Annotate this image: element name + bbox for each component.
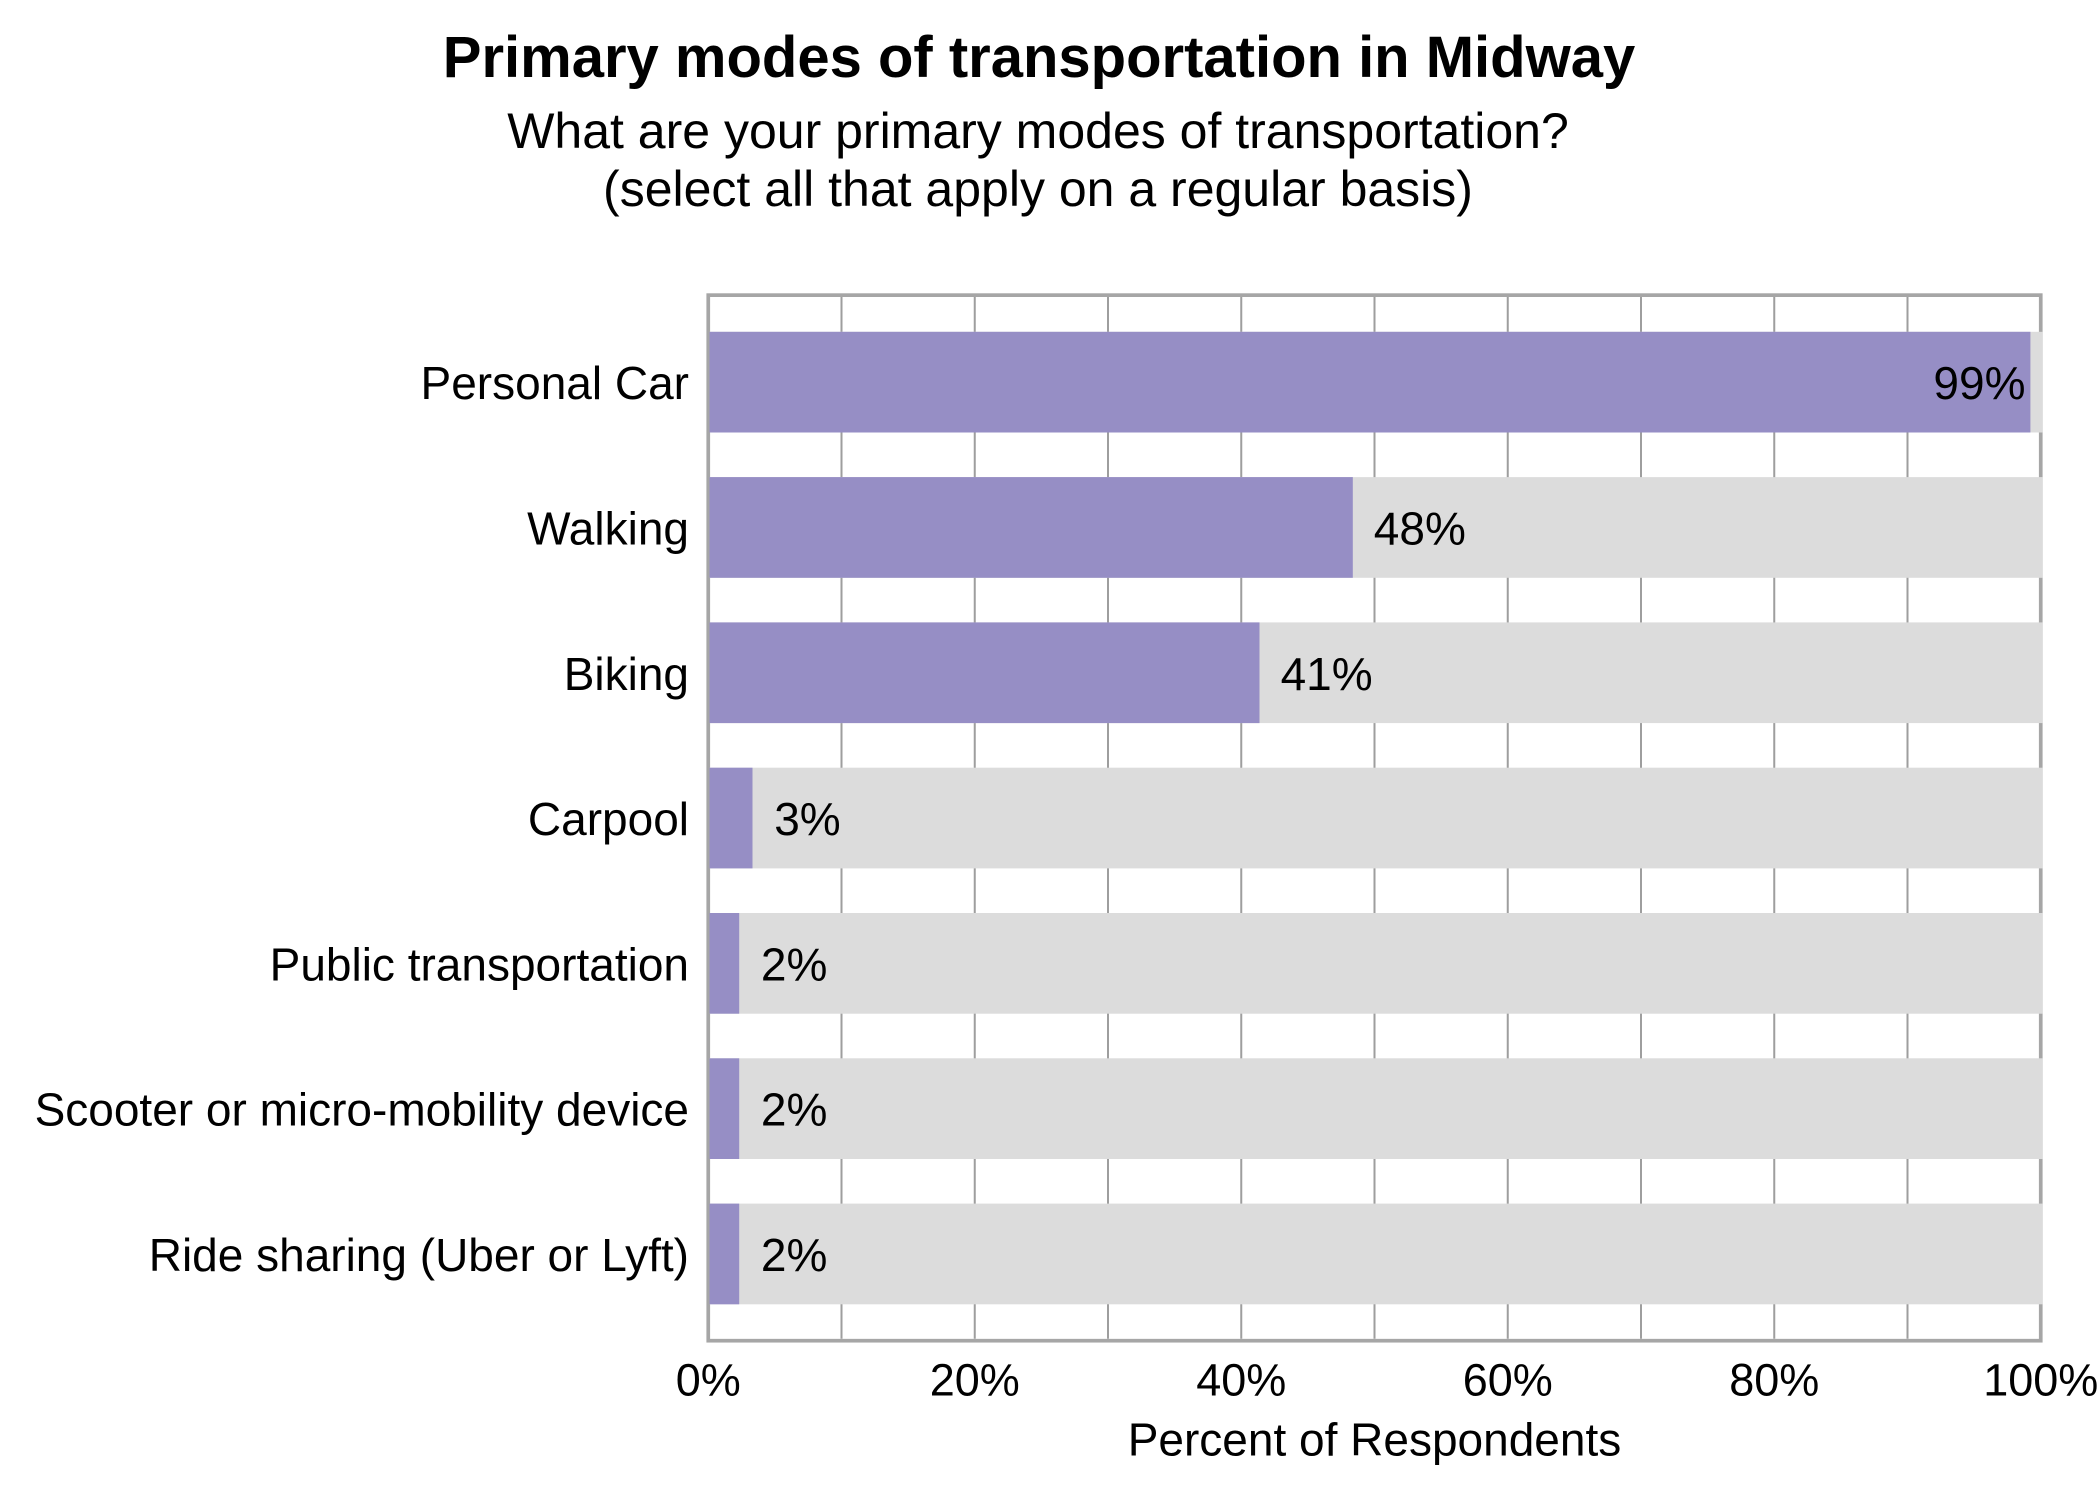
svg-text:Carpool: Carpool bbox=[528, 793, 689, 845]
svg-text:0%: 0% bbox=[676, 1355, 741, 1406]
svg-text:99%: 99% bbox=[1933, 357, 2025, 409]
svg-text:Biking: Biking bbox=[564, 648, 689, 700]
svg-text:2%: 2% bbox=[761, 1084, 827, 1136]
svg-text:100%: 100% bbox=[1983, 1355, 2098, 1406]
svg-text:2%: 2% bbox=[761, 938, 827, 990]
svg-text:Personal Car: Personal Car bbox=[421, 357, 689, 409]
svg-text:Walking: Walking bbox=[527, 503, 689, 555]
svg-text:48%: 48% bbox=[1374, 503, 1466, 555]
svg-text:3%: 3% bbox=[774, 793, 840, 845]
svg-text:(select all that apply on a re: (select all that apply on a regular basi… bbox=[603, 161, 1473, 217]
svg-text:Percent of Respondents: Percent of Respondents bbox=[1128, 1414, 1622, 1466]
svg-text:What are your primary modes of: What are your primary modes of transport… bbox=[507, 103, 1569, 159]
svg-text:Scooter or micro-mobility devi: Scooter or micro-mobility device bbox=[35, 1084, 689, 1136]
svg-text:80%: 80% bbox=[1729, 1355, 1819, 1406]
svg-text:60%: 60% bbox=[1463, 1355, 1553, 1406]
svg-text:2%: 2% bbox=[761, 1229, 827, 1281]
svg-text:41%: 41% bbox=[1281, 648, 1373, 700]
svg-text:Primary modes of transportatio: Primary modes of transportation in Midwa… bbox=[443, 25, 1635, 90]
svg-text:Ride sharing (Uber or Lyft): Ride sharing (Uber or Lyft) bbox=[149, 1229, 689, 1281]
svg-text:40%: 40% bbox=[1196, 1355, 1286, 1406]
svg-text:Public transportation: Public transportation bbox=[270, 938, 689, 990]
svg-text:20%: 20% bbox=[930, 1355, 1020, 1406]
